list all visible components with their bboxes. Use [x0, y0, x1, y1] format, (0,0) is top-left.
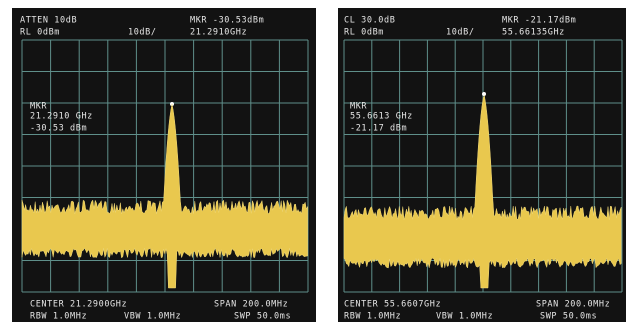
marker-box-level: -30.53 dBm — [30, 124, 87, 134]
atten: ATTEN 10dB — [20, 16, 77, 26]
marker-freq: 21.2910GHz — [190, 28, 247, 38]
vbw: VBW 1.0MHz — [124, 312, 181, 322]
sweep: SWP 50.0ms — [234, 312, 291, 322]
ref-level: RL 0dBm — [344, 28, 384, 38]
ref-level: RL 0dBm — [20, 28, 60, 38]
sweep: SWP 50.0ms — [540, 312, 597, 322]
marker-level: MKR -21.17dBm — [502, 16, 576, 26]
vbw: VBW 1.0MHz — [436, 312, 493, 322]
rbw: RBW 1.0MHz — [344, 312, 401, 322]
marker-level: MKR -30.53dBm — [190, 16, 264, 26]
marker-dot — [482, 92, 486, 96]
marker-box-freq: 21.2910 GHz — [30, 112, 93, 122]
span: SPAN 200.0MHz — [214, 300, 288, 310]
center: CENTER 55.6607GHz — [344, 300, 441, 310]
span: SPAN 200.0MHz — [536, 300, 610, 310]
atten: CL 30.0dB — [344, 16, 395, 26]
rbw: RBW 1.0MHz — [30, 312, 87, 322]
marker-label: MKR — [350, 102, 367, 112]
center: CENTER 21.2900GHz — [30, 300, 127, 310]
marker-label: MKR — [30, 102, 47, 112]
marker-box-freq: 55.6613 GHz — [350, 112, 413, 122]
scale: 10dB/ — [128, 28, 157, 38]
photo: ATTEN 10dB RL 0dBm 10dB/ MKR -30.53dBm 2… — [0, 0, 629, 327]
screen-left — [12, 8, 316, 322]
marker-freq: 55.66135GHz — [502, 28, 565, 38]
marker-box-level: -21.17 dBm — [350, 124, 407, 134]
scale: 10dB/ — [446, 28, 475, 38]
